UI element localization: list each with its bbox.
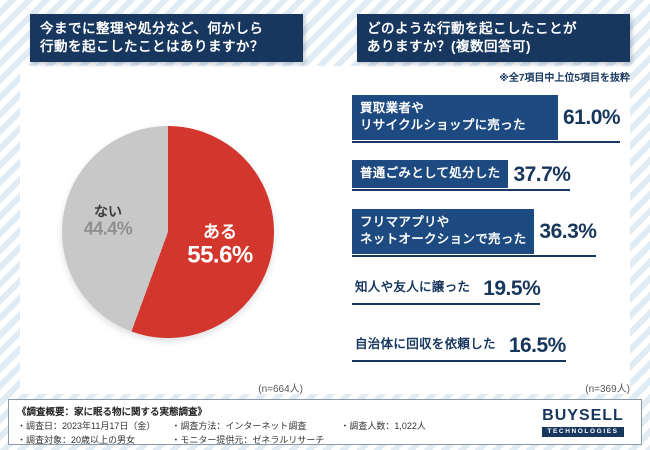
bar-slot: 自治体に回収を依頼した 16.5% — [352, 318, 630, 375]
question-box-left: 今までに整理や処分など、何かしら 行動を起こしたことはありますか？ — [30, 14, 303, 62]
survey-method: ・調査方法：インターネット調査 — [171, 421, 307, 431]
pie-no-value: 44.4% — [83, 218, 133, 239]
bar-value: 36.3% — [539, 219, 597, 243]
pie-yes-value: 55.6% — [187, 241, 253, 269]
bar-row: 普通ごみとして処分した 37.7% — [352, 160, 571, 191]
bar-value: 19.5% — [483, 276, 541, 300]
survey-target: ・調査対象：20歳以上の男女 — [17, 434, 136, 445]
bar-category-label: 自治体に回収を依頼した — [355, 337, 496, 352]
bar-slot: 普通ごみとして処分した 37.7% — [352, 147, 630, 204]
pie-label-no: ない 44.4% — [84, 204, 133, 239]
bar-row: 買取業者や リサイクルショップに売った 61.0% — [352, 94, 621, 143]
question-right-line2: ありますか？(複数回答可) — [367, 38, 531, 54]
question-left-line1: 今までに整理や処分など、何かしら — [40, 21, 264, 36]
survey-detail-col1: ・調査日：2023年11月17日（金） ・調査対象：20歳以上の男女 — [17, 420, 155, 447]
bar-segment: 知人や友人に譲った — [352, 274, 478, 302]
bar-category-label: 普通ごみとして処分した — [360, 166, 501, 181]
pie-chart-area: ある 55.6% ない 44.4% — [62, 126, 274, 338]
pie-no-category: ない — [93, 203, 122, 220]
bar-slot: 知人や友人に譲った 19.5% — [352, 261, 630, 318]
buysell-logo-wordmark: BUYSELL — [542, 407, 624, 425]
survey-detail-col2: ・調査方法：インターネット調査 ・モニター提供元：ゼネラルリサーチ — [171, 420, 324, 447]
bar-value: 61.0% — [563, 105, 621, 129]
pie-yes-category: ある — [203, 222, 237, 242]
survey-details: 《調査概要：家に眠る物に関する実態調査》 ・調査日：2023年11月17日（金）… — [17, 404, 533, 445]
bar-category-label: 知人や友人に譲った — [355, 280, 471, 295]
bar-row: 自治体に回収を依頼した 16.5% — [352, 331, 566, 362]
bar-segment: フリマアプリや ネットオークションで売った — [352, 208, 535, 254]
survey-date: ・調査日：2023年11月17日（金） — [17, 421, 156, 431]
bar-segment: 自治体に回収を依頼した — [352, 331, 504, 359]
survey-detail-columns: ・調査日：2023年11月17日（金） ・調査対象：20歳以上の男女 ・調査方法… — [17, 420, 533, 447]
question-left-line2: 行動を起こしたことはありますか？ — [40, 38, 264, 54]
bar-segment: 普通ごみとして処分した — [352, 160, 509, 188]
bar-category-label: 買取業者や リサイクルショップに売った — [360, 100, 526, 133]
pie-label-yes: ある 55.6% — [187, 223, 253, 268]
sample-size-right: (n=369人) — [585, 384, 630, 395]
bar-chart-area: 買取業者や リサイクルショップに売った 61.0% 普通ごみとして処分した 37… — [352, 90, 630, 375]
buysell-logo-subtext: TECHNOLOGIES — [542, 427, 624, 437]
question-box-right: どのような行動を起こしたことが ありますか？(複数回答可) — [357, 14, 630, 62]
bar-slot: 買取業者や リサイクルショップに売った 61.0% — [352, 90, 630, 147]
bar-row: 知人や友人に譲った 19.5% — [352, 274, 541, 305]
bar-category-label: フリマアプリや ネットオークションで売った — [360, 214, 527, 247]
buysell-logo: BUYSELL TECHNOLOGIES — [533, 404, 633, 441]
bar-slot: フリマアプリや ネットオークションで売った 36.3% — [352, 204, 630, 261]
bar-value: 37.7% — [513, 162, 571, 186]
bar-row: フリマアプリや ネットオークションで売った 36.3% — [352, 208, 597, 257]
question-right-line1: どのような行動を起こしたことが — [367, 21, 577, 36]
pie-chart — [62, 126, 274, 338]
bar-value: 16.5% — [508, 333, 567, 357]
survey-detail-col3: ・調査人数：1,022人 — [340, 420, 426, 447]
survey-monitor: ・モニター提供元：ゼネラルリサーチ — [171, 434, 325, 445]
bar-segment: 買取業者や リサイクルショップに売った — [352, 94, 558, 140]
top5-note: ※全7項目中上位5項目を抜粋 — [499, 73, 630, 84]
sample-size-left: (n=664人) — [258, 384, 303, 395]
survey-footer: 《調査概要：家に眠る物に関する実態調査》 ・調査日：2023年11月17日（金）… — [8, 399, 642, 445]
survey-overview: 《調査概要：家に眠る物に関する実態調査》 — [17, 407, 208, 418]
survey-count: ・調査人数：1,022人 — [340, 421, 426, 431]
